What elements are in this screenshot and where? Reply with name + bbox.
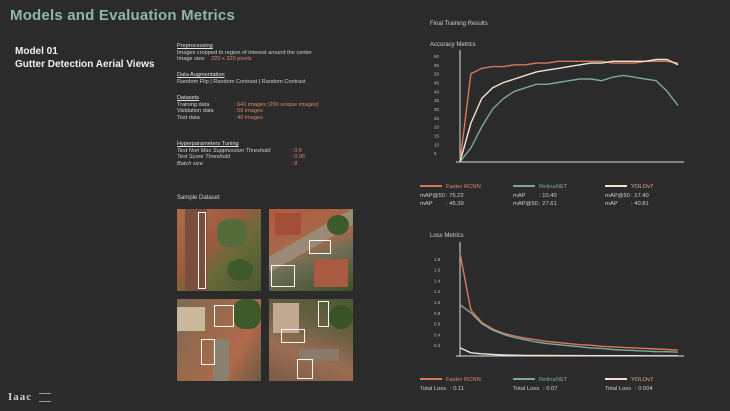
bounding-box xyxy=(309,240,331,254)
y-tick-label: 1.4 xyxy=(434,278,441,283)
sample-image xyxy=(177,209,261,291)
y-tick-label: 30 xyxy=(434,107,440,112)
legend-swatch xyxy=(605,185,627,188)
series-line-yolov7 xyxy=(459,347,678,357)
series-line-faster-rcnn xyxy=(459,60,679,163)
y-tick-label: 45 xyxy=(434,81,440,86)
loss-chart: 0.2 0.4 0.6 0.8 1.0 1.2 1.4 1.6 1.8 xyxy=(434,242,684,357)
legend-swatch xyxy=(513,378,535,381)
series-line-yolov7 xyxy=(459,58,679,163)
y-tick-label: 35 xyxy=(434,98,440,103)
legend-retinanet: RetinaNET Total Loss: 0.07 xyxy=(513,377,568,392)
dataset-row: Validation data: 56 images xyxy=(177,108,263,115)
sample-dataset-grid xyxy=(177,209,355,381)
legend-swatch xyxy=(420,185,442,188)
series-line-faster-rcnn xyxy=(459,253,679,351)
bounding-box xyxy=(214,305,234,327)
y-tick-label: 0.4 xyxy=(434,332,441,337)
y-tick-label: 1.2 xyxy=(434,289,441,294)
y-tick-label: 10 xyxy=(434,142,440,147)
sample-image xyxy=(269,299,353,381)
tuning-heading: Hyperparameters Tuning xyxy=(177,141,239,147)
preprocessing-section: Preprocessing Images cropped to region o… xyxy=(177,43,312,63)
image-size-value: 320 x 320 pixels xyxy=(211,56,252,63)
y-tick-label: 1.6 xyxy=(434,268,441,273)
datasets-section: Datasets Training data: 641 images (200 … xyxy=(177,95,319,121)
tuning-section: Hyperparameters Tuning Test Non Max Supp… xyxy=(177,141,305,167)
image-size-label: Image size: xyxy=(177,56,206,63)
series-line-retinanet xyxy=(459,304,679,353)
preprocessing-heading: Preprocessing xyxy=(177,43,213,49)
tuning-row: Batch size: 8 xyxy=(177,160,298,167)
y-tick-label: 1.8 xyxy=(434,257,441,262)
legend-faster-rcnn: Faster RCNN mAP@50: 75.22 mAP: 45.39 xyxy=(420,184,481,207)
organization-logo: Iaac xyxy=(8,391,51,403)
y-tick-label: 50 xyxy=(434,72,440,77)
legend-faster-rcnn: Faster RCNN Total Loss: 0.11 xyxy=(420,377,481,392)
y-tick-label: 55 xyxy=(434,63,440,68)
accuracy-metrics-label: Accuracy Metrics xyxy=(430,42,476,48)
sample-dataset-label: Sample Dataset xyxy=(177,195,220,201)
bounding-box xyxy=(201,339,215,365)
series-line-retinanet xyxy=(459,74,679,163)
final-training-results-label: Final Training Results xyxy=(430,21,488,27)
y-tick-label: 60 xyxy=(434,54,440,59)
sample-image xyxy=(177,299,261,381)
y-tick-label: 0.6 xyxy=(434,322,441,327)
legend-yolov7: YOLOv7 Total Loss: 0.004 xyxy=(605,377,654,392)
loss-metrics-label: Loss Metrics xyxy=(430,233,464,239)
y-tick-label: 20 xyxy=(434,125,440,130)
datasets-heading: Datasets xyxy=(177,95,200,101)
y-tick-label: 0.8 xyxy=(434,311,441,316)
augmentation-text: Random Flip | Random Contrast | Random C… xyxy=(177,78,306,85)
y-tick-label: 40 xyxy=(434,89,440,94)
y-tick-label: 15 xyxy=(434,134,440,139)
tuning-row: Test Non Max Suppression Threshold: 0.6 xyxy=(177,147,302,154)
augmentation-heading: Data Augmentation xyxy=(177,72,225,78)
y-tick-label: 25 xyxy=(434,116,440,121)
model-heading: Model 01 Gutter Detection Aerial Views xyxy=(15,45,155,71)
legend-swatch xyxy=(605,378,627,381)
legend-swatch xyxy=(420,378,442,381)
dataset-row: Training data: 641 images (200 unique im… xyxy=(177,101,319,108)
model-number: Model 01 xyxy=(15,46,58,57)
y-tick-label: 1.0 xyxy=(434,300,441,305)
image-size-row: Image size: 320 x 320 pixels xyxy=(177,56,312,63)
sample-image xyxy=(269,209,353,291)
dataset-row: Test data: 40 images xyxy=(177,114,263,121)
model-description: Gutter Detection Aerial Views xyxy=(15,59,155,70)
preprocessing-text: Images cropped to region of interest aro… xyxy=(177,49,312,56)
y-tick-label: 5 xyxy=(434,151,437,156)
page-title: Models and Evaluation Metrics xyxy=(10,7,236,24)
legend-yolov7: YOLOv7 mAP@50: 17.40 mAP: 40.81 xyxy=(605,184,654,207)
legend-swatch xyxy=(513,185,535,188)
tuning-row: Test Score Threshold: 0.05 xyxy=(177,154,305,161)
accuracy-chart: 5 10 15 20 25 30 35 40 45 50 55 60 xyxy=(434,50,684,163)
bounding-box xyxy=(271,265,295,287)
bounding-box xyxy=(318,301,329,327)
bounding-box xyxy=(281,329,305,343)
y-tick-label: 0.2 xyxy=(434,343,441,348)
legend-retinanet: RetinaNET mAP: 10.40 mAP@50: 27.61 xyxy=(513,184,568,207)
bounding-box xyxy=(297,359,313,379)
bounding-box xyxy=(198,212,206,289)
augmentation-section: Data Augmentation Random Flip | Random C… xyxy=(177,72,306,85)
